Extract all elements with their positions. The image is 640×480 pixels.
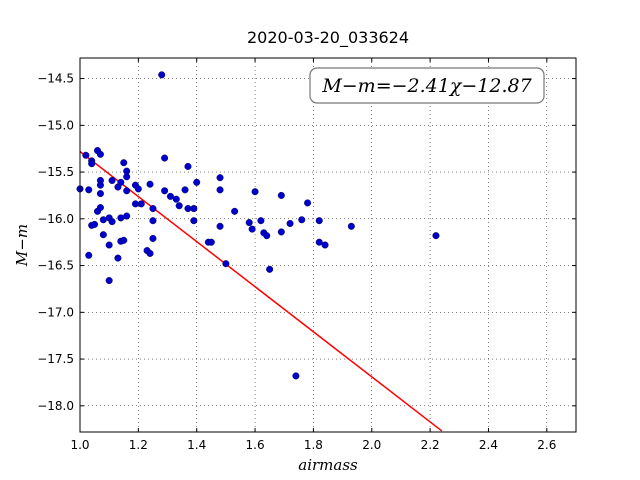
- data-point: [184, 205, 192, 213]
- fit-line: [79, 150, 443, 432]
- data-point: [88, 160, 96, 168]
- y-tick-label: −15.5: [37, 165, 74, 179]
- annotation-text: M−m=−2.41χ−12.87: [321, 75, 532, 97]
- data-point: [91, 220, 99, 228]
- data-points: [76, 71, 440, 380]
- data-point: [190, 217, 198, 225]
- data-point: [108, 218, 116, 226]
- data-point: [216, 222, 224, 230]
- data-point: [292, 372, 300, 380]
- x-tick-label: 2.2: [421, 438, 440, 452]
- data-point: [257, 217, 265, 225]
- data-point: [166, 192, 174, 200]
- data-point: [99, 216, 107, 224]
- data-point: [85, 186, 93, 194]
- data-point: [105, 277, 113, 285]
- data-point: [120, 236, 128, 244]
- data-point: [85, 251, 93, 259]
- data-point: [304, 199, 312, 207]
- data-point: [149, 205, 157, 213]
- y-tick-label: −16.0: [37, 212, 74, 226]
- fit-line-layer: [79, 150, 443, 432]
- data-point: [114, 254, 122, 262]
- x-tick-label: 1.8: [304, 438, 323, 452]
- x-tick-label: 1.4: [187, 438, 206, 452]
- data-point: [207, 238, 215, 246]
- data-point: [82, 151, 90, 159]
- x-tick-label: 2.4: [479, 438, 498, 452]
- x-tick-label: 2.6: [537, 438, 556, 452]
- data-point: [175, 202, 183, 210]
- data-point: [117, 214, 125, 222]
- y-tick-label: −16.5: [37, 259, 74, 273]
- axis-ticks: 1.0 1.2 1.4 1.6 1.8 2.0 2.2 2.4 2.6 −14.5 −15.0 −15…: [37, 58, 576, 452]
- y-tick-label: −17.0: [37, 305, 74, 319]
- x-tick-label: 2.0: [362, 438, 381, 452]
- data-point: [96, 150, 104, 158]
- data-point: [123, 187, 131, 195]
- data-point: [161, 187, 169, 195]
- data-point: [123, 173, 131, 181]
- data-point: [120, 159, 128, 167]
- data-point: [96, 181, 104, 189]
- chart-title: 2020-03-20_033624: [247, 28, 409, 48]
- data-point: [216, 174, 224, 182]
- data-point: [134, 185, 142, 193]
- data-point: [216, 186, 224, 194]
- data-point: [131, 200, 139, 208]
- data-point: [347, 222, 355, 230]
- y-tick-label: −18.0: [37, 399, 74, 413]
- data-point: [149, 217, 157, 225]
- fit-annotation: M−m=−2.41χ−12.87: [309, 67, 545, 104]
- data-point: [137, 200, 145, 208]
- data-point: [99, 231, 107, 239]
- data-point: [158, 71, 166, 79]
- data-point: [298, 216, 306, 224]
- data-point: [96, 190, 104, 198]
- y-axis-label: M−m: [13, 224, 31, 267]
- data-point: [286, 219, 294, 227]
- data-point: [117, 178, 125, 186]
- x-axis-label: airmass: [298, 456, 358, 474]
- data-point: [245, 219, 253, 227]
- x-tick-label: 1.6: [246, 438, 265, 452]
- data-point: [181, 186, 189, 194]
- y-tick-label: −14.5: [37, 72, 74, 86]
- data-point: [315, 238, 323, 246]
- data-point: [190, 205, 198, 213]
- data-point: [231, 207, 239, 215]
- data-point: [277, 191, 285, 199]
- data-point: [222, 260, 230, 268]
- y-tick-label: −17.5: [37, 352, 74, 366]
- data-point: [277, 228, 285, 236]
- x-tick-label: 1.2: [129, 438, 148, 452]
- data-point: [108, 176, 116, 184]
- data-point: [96, 204, 104, 212]
- data-point: [123, 212, 131, 220]
- annotation-box: [309, 67, 545, 104]
- data-point: [321, 241, 329, 249]
- data-point: [105, 241, 113, 249]
- data-point: [432, 232, 440, 240]
- x-tick-label: 1.0: [70, 438, 89, 452]
- data-point: [172, 195, 180, 203]
- data-point: [193, 178, 201, 186]
- data-point: [146, 180, 154, 188]
- data-point: [161, 154, 169, 162]
- data-point: [248, 225, 256, 233]
- data-point: [315, 217, 323, 225]
- plot-frame: [79, 57, 577, 433]
- data-point: [149, 234, 157, 242]
- data-point: [251, 188, 259, 196]
- data-point: [146, 249, 154, 257]
- data-point: [263, 232, 271, 240]
- data-point: [266, 265, 274, 273]
- data-point: [184, 162, 192, 170]
- y-tick-label: −15.0: [37, 118, 74, 132]
